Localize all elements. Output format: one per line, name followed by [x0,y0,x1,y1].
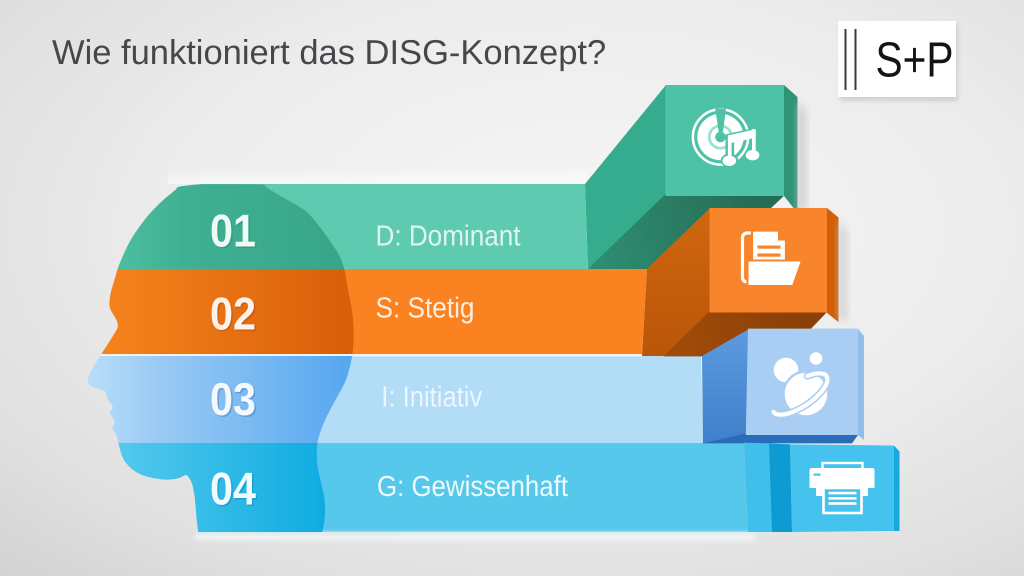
svg-text:04: 04 [212,464,258,516]
svg-text:Wie funktioniert das DISG-Konz: Wie funktioniert das DISG-Konzept? [52,34,606,72]
svg-text:03: 03 [212,375,258,427]
svg-text:01: 01 [212,206,258,258]
svg-text:S+P: S+P [876,33,954,88]
svg-text:I: Initiativ: I: Initiativ [381,381,482,413]
svg-text:03: 03 [210,373,256,425]
svg-text:D: Dominant: D: Dominant [376,220,521,252]
svg-text:04: 04 [210,462,256,514]
svg-text:S: Stetig: S: Stetig [376,293,475,325]
svg-text:02: 02 [210,287,256,339]
svg-text:02: 02 [212,289,258,341]
svg-text:01: 01 [210,205,256,257]
svg-text:G: Gewissenhaft: G: Gewissenhaft [377,471,568,503]
